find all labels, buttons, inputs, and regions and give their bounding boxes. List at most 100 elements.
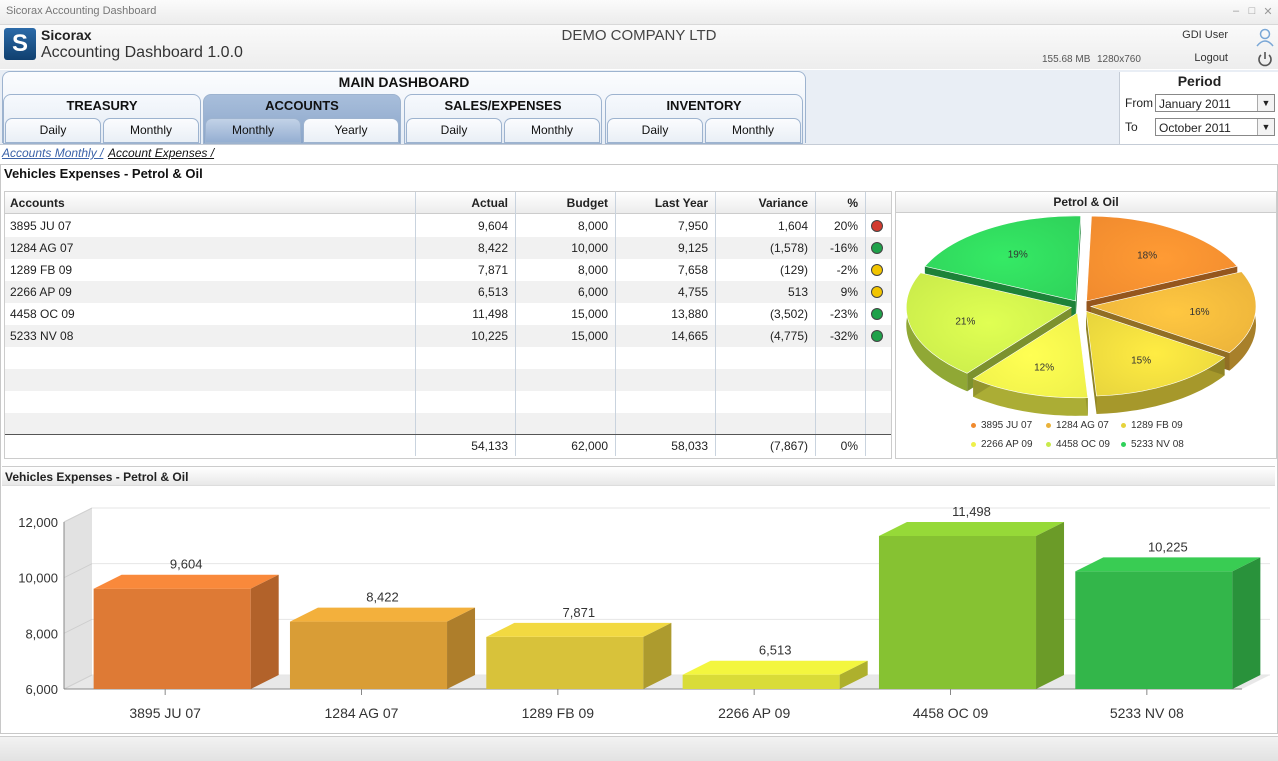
tab-accounts-yearly[interactable]: Yearly	[303, 118, 399, 143]
status-indicator-icon	[871, 242, 883, 254]
cell-account: 1289 FB 09	[10, 263, 73, 277]
tab-inventory-daily[interactable]: Daily	[607, 118, 703, 143]
power-icon[interactable]	[1256, 50, 1274, 68]
legend-item[interactable]: 1284 AG 07	[1046, 420, 1109, 431]
bar-value-label: 11,498	[952, 504, 991, 519]
cell-budget: 15,000	[571, 329, 608, 343]
pie-chart-title: Petrol & Oil	[896, 192, 1276, 213]
col-header-budget[interactable]: Budget	[566, 196, 608, 210]
pie-slice-label: 15%	[1131, 356, 1151, 367]
tab-inventory-monthly[interactable]: Monthly	[705, 118, 801, 143]
col-header-variance[interactable]: Variance	[758, 196, 808, 210]
screen-resolution: 1280x760	[1097, 54, 1141, 65]
from-select[interactable]: January 2011 ▼	[1155, 94, 1275, 112]
pie-slice-label: 18%	[1137, 250, 1157, 261]
y-tick-label: 12,000	[18, 515, 58, 530]
legend-dot-icon	[1121, 441, 1126, 447]
bar-chart: 6,000 8,000 10,000 12,000 9,604 3895 JU 07 8,4…	[18, 504, 1270, 721]
pie-slice[interactable]	[1086, 215, 1238, 302]
nav-group-label: TREASURY	[66, 98, 138, 113]
cell-actual: 7,871	[477, 263, 508, 277]
user-icon[interactable]	[1255, 27, 1275, 47]
cell-account: 3895 JU 07	[10, 219, 72, 233]
bar[interactable]	[682, 660, 868, 689]
bar-value-label: 7,871	[563, 605, 596, 620]
maximize-icon[interactable]: □	[1248, 5, 1256, 17]
period-panel: Period From January 2011 ▼ To October 20…	[1119, 72, 1278, 144]
col-header-accounts[interactable]: Accounts	[10, 196, 65, 210]
cell-account: 1284 AG 07	[10, 241, 74, 255]
cell-actual: 11,498	[472, 307, 508, 321]
status-indicator-icon	[871, 286, 883, 298]
legend-dot-icon	[971, 422, 976, 428]
pie-slice[interactable]	[924, 215, 1081, 302]
user-name: GDI User	[1182, 29, 1228, 41]
tab-sales-monthly[interactable]: Monthly	[504, 118, 600, 143]
legend-item[interactable]: 2266 AP 09	[971, 439, 1033, 450]
to-label: To	[1125, 120, 1138, 134]
tab-accounts-monthly[interactable]: Monthly	[205, 118, 301, 143]
bar-front	[486, 636, 644, 689]
bar-front	[878, 535, 1037, 689]
table-row[interactable]: 1284 AG 07 8,422 10,000 9,125 (1,578) -16%	[5, 237, 891, 259]
legend-item[interactable]: 1289 FB 09	[1121, 420, 1183, 431]
nav-group-sales-expenses[interactable]: SALES/EXPENSES Daily Monthly	[404, 94, 602, 144]
bar[interactable]	[1075, 557, 1261, 689]
nav-group-label: ACCOUNTS	[265, 98, 339, 113]
tab-sales-daily[interactable]: Daily	[406, 118, 502, 143]
logout-link[interactable]: Logout	[1194, 52, 1228, 64]
breadcrumb-account-expenses[interactable]: Account Expenses /	[108, 146, 215, 160]
table-row[interactable]: 3895 JU 07 9,604 8,000 7,950 1,604 20%	[5, 215, 891, 237]
pie-slice[interactable]	[1085, 310, 1226, 397]
gridline	[63, 563, 93, 579]
cell-last-year: 14,665	[671, 329, 708, 343]
legend-item[interactable]: 3895 JU 07	[971, 420, 1032, 431]
y-tick-label: 6,000	[25, 682, 58, 697]
col-header-actual[interactable]: Actual	[471, 196, 508, 210]
tab-treasury-daily[interactable]: Daily	[5, 118, 101, 143]
app-name: Accounting Dashboard 1.0.0	[41, 44, 243, 61]
chevron-down-icon[interactable]: ▼	[1257, 119, 1274, 135]
breadcrumb-accounts-monthly[interactable]: Accounts Monthly /	[2, 146, 104, 160]
table-row[interactable]: 4458 OC 09 11,498 15,000 13,880 (3,502) -23%	[5, 303, 891, 325]
x-tick-label: 1284 AG 07	[325, 705, 399, 721]
close-icon[interactable]: ✕	[1263, 6, 1273, 18]
pie-slice[interactable]	[1089, 271, 1257, 353]
from-label: From	[1125, 96, 1153, 110]
cell-variance: (129)	[779, 263, 808, 277]
window-title: Sicorax Accounting Dashboard	[6, 5, 157, 17]
bar[interactable]	[486, 622, 672, 689]
legend-label: 2266 AP 09	[981, 439, 1033, 450]
bar-front	[93, 588, 251, 689]
nav-group-treasury[interactable]: TREASURY Daily Monthly	[3, 94, 201, 144]
bar-side	[643, 622, 672, 689]
window-title-bar: Sicorax Accounting Dashboard – □ ✕	[0, 0, 1278, 25]
table-row[interactable]: 5233 NV 08 10,225 15,000 14,665 (4,775) -32%	[5, 325, 891, 347]
bar-value-label: 6,513	[759, 643, 792, 658]
minimize-icon[interactable]: –	[1232, 5, 1240, 17]
chevron-down-icon[interactable]: ▼	[1257, 95, 1274, 111]
nav-group-inventory[interactable]: INVENTORY Daily Monthly	[605, 94, 803, 144]
pie-slice[interactable]	[905, 272, 1073, 374]
bar-side	[839, 660, 868, 689]
table-row[interactable]: 2266 AP 09 6,513 6,000 4,755 513 9%	[5, 281, 891, 303]
section-title: Vehicles Expenses - Petrol & Oil	[4, 166, 203, 181]
to-select[interactable]: October 2011 ▼	[1155, 118, 1275, 136]
pie-slice[interactable]	[972, 312, 1089, 399]
legend-item[interactable]: 4458 OC 09	[1046, 439, 1110, 450]
tab-treasury-monthly[interactable]: Monthly	[103, 118, 199, 143]
cell-variance: 513	[787, 285, 808, 299]
nav-group-accounts[interactable]: ACCOUNTS Monthly Yearly	[203, 94, 401, 144]
bar[interactable]	[289, 607, 476, 689]
brand-name: Sicorax	[41, 27, 92, 43]
bar[interactable]	[93, 574, 279, 689]
col-header-pct[interactable]: %	[847, 196, 858, 210]
cell-last-year: 7,658	[677, 263, 708, 277]
cell-variance: (4,775)	[769, 329, 808, 343]
legend-item[interactable]: 5233 NV 08	[1121, 439, 1184, 450]
bar[interactable]	[878, 521, 1065, 689]
gridline	[63, 674, 93, 690]
table-row[interactable]: 1289 FB 09 7,871 8,000 7,658 (129) -2%	[5, 259, 891, 281]
from-value: January 2011	[1159, 97, 1231, 111]
col-header-last-year[interactable]: Last Year	[654, 196, 708, 210]
